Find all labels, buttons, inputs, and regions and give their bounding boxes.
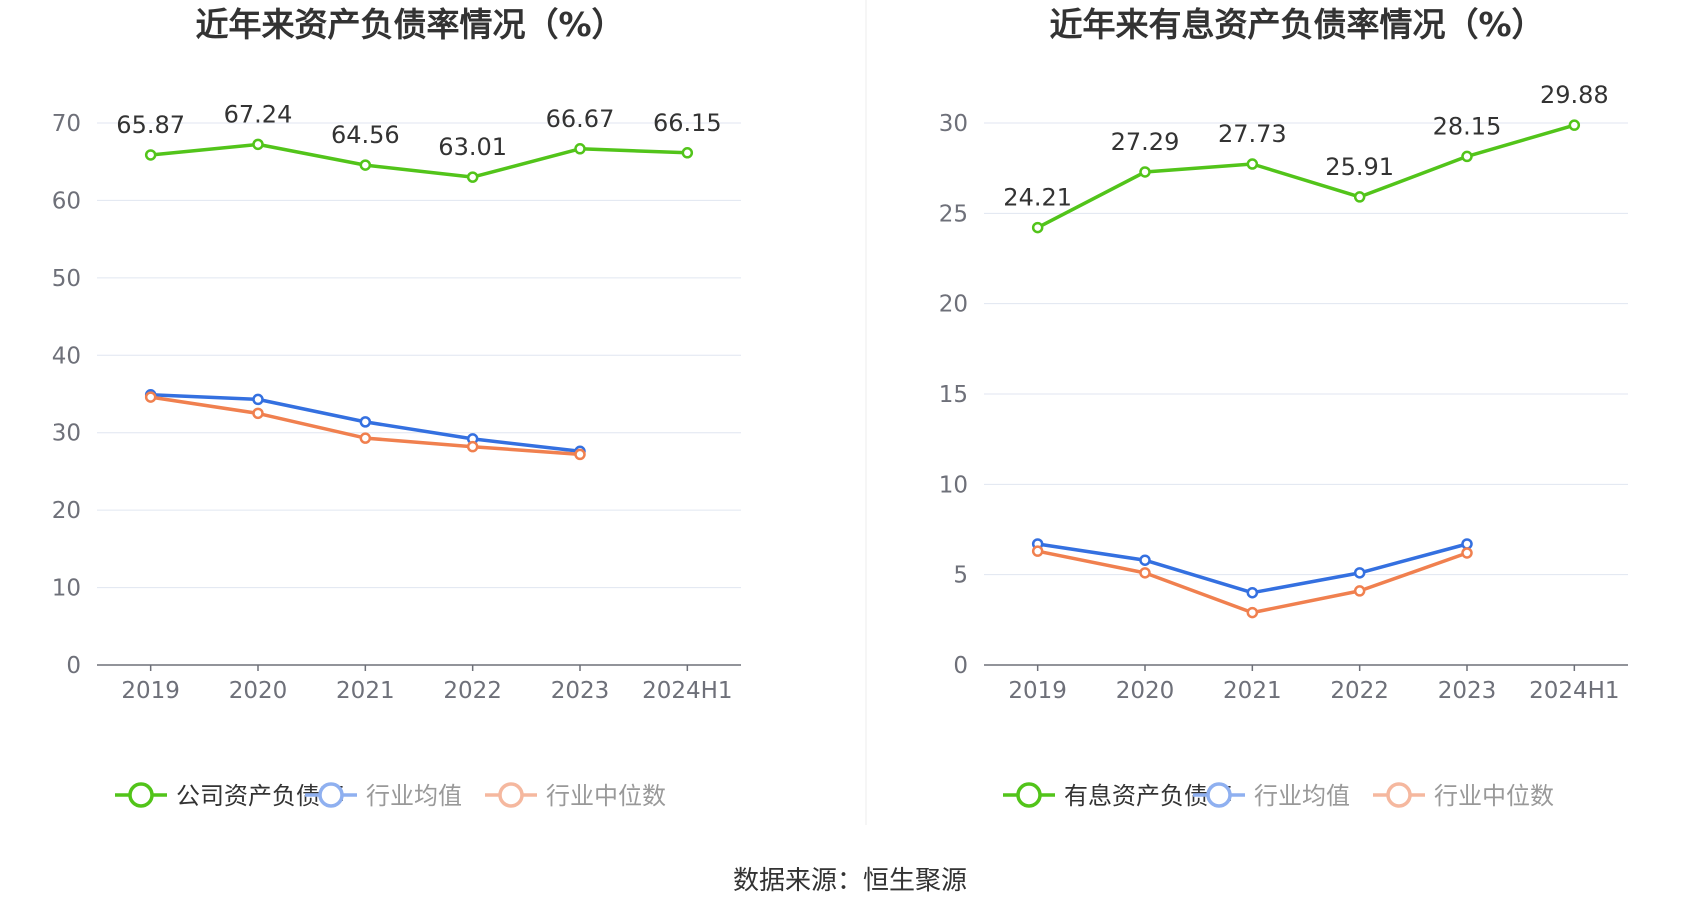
chart2-legend-industry-median-marker-icon — [1386, 782, 1412, 808]
chart2-series-industry-mean-line — [1035, 542, 1469, 595]
chart1-y-tick-label: 50 — [52, 266, 81, 292]
chart2-series-industry-median-point — [1461, 547, 1473, 559]
chart1-series-company-data-label: 64.56 — [331, 121, 400, 149]
chart1-x-tick-label: 2024H1 — [642, 678, 732, 704]
chart2-series-company-data-label: 29.88 — [1540, 81, 1609, 109]
chart2-series-industry-mean-point — [1246, 586, 1259, 599]
chart2-series-industry-median-point — [1353, 585, 1366, 597]
chart2-series-company-point — [1139, 166, 1151, 178]
chart1-series-company-point — [359, 159, 372, 171]
chart1-y-tick-label: 0 — [66, 653, 81, 679]
chart1-legend-industry-mean-label: 行业均值 — [366, 782, 462, 810]
chart1-series-industry-mean-point — [359, 416, 372, 428]
chart2-series-company-data-label: 25.91 — [1325, 153, 1394, 181]
chart1-x-tick-label: 2023 — [551, 678, 610, 704]
chart2-x-tick-label: 2019 — [1008, 678, 1067, 704]
chart1-series-company-data-label: 66.15 — [653, 109, 722, 137]
chart2-y-tick-label: 10 — [939, 472, 968, 498]
chart2-legend-industry-median-label: 行业中位数 — [1434, 782, 1554, 810]
chart2-series-industry-mean-point — [1353, 567, 1366, 579]
chart2-series-company-point — [1353, 191, 1366, 203]
chart1-series-company-data-label: 63.01 — [438, 133, 507, 161]
chart2-y-tick-label: 30 — [939, 111, 968, 137]
chart1-series-industry-mean-point — [252, 393, 264, 406]
chart1-y-tick-label: 40 — [52, 343, 81, 369]
chart1-legend-company-marker-icon — [128, 782, 154, 808]
chart2-series-industry-median-point — [1246, 606, 1259, 619]
chart1-series-company-data-label: 66.67 — [546, 105, 615, 133]
chart1-title: 近年来资产负债率情况（%） — [195, 5, 624, 44]
chart1-y-tick-label: 20 — [52, 498, 81, 524]
chart2-y-tick-label: 5 — [953, 563, 968, 589]
chart1-legend-industry-median-marker-icon — [498, 782, 524, 808]
chart2-x-tick-label: 2023 — [1438, 678, 1497, 704]
chart2-series-company-data-label: 28.15 — [1433, 112, 1502, 140]
chart1-y-tick-label: 60 — [52, 188, 81, 214]
chart1-series-company-line — [148, 142, 690, 179]
chart2-series-company-point — [1568, 119, 1581, 131]
chart2-series-company-data-label: 27.73 — [1218, 120, 1287, 148]
chart1-series-company-point — [466, 171, 479, 183]
chart2-series-company-point — [1461, 150, 1473, 163]
chart1-x-tick-label: 2020 — [229, 678, 288, 704]
chart2-series-industry-mean-point — [1461, 538, 1473, 550]
chart1-series-company-point — [574, 143, 586, 155]
chart1-series-industry-median-point — [466, 440, 479, 453]
chart2-title: 近年来有息资产负债率情况（%） — [1049, 5, 1544, 44]
chart1-legend-industry-median-label: 行业中位数 — [546, 782, 666, 810]
chart2-series-company-data-label: 24.21 — [1003, 184, 1072, 212]
chart1-series-company-point — [681, 147, 694, 159]
chart1-y-tick-label: 70 — [52, 111, 81, 137]
chart2-series-company-point — [1031, 221, 1044, 234]
chart2-series-company-point — [1246, 158, 1259, 170]
chart1-series-industry-median-point — [144, 391, 157, 403]
chart1-y-tick-label: 10 — [52, 576, 81, 602]
chart2-legend-industry-mean-marker-icon — [1206, 782, 1232, 808]
data-source-note: 数据来源：恒生聚源 — [732, 866, 967, 896]
chart2-series-industry-median-point — [1031, 545, 1044, 557]
chart1-y-tick-label: 30 — [52, 421, 81, 447]
chart2-x-tick-label: 2024H1 — [1529, 678, 1619, 704]
chart1-series-industry-median-point — [252, 407, 264, 420]
chart2-legend-company-marker-icon — [1016, 782, 1042, 808]
chart2-y-tick-label: 15 — [939, 382, 968, 408]
chart1-series-company-data-label: 67.24 — [224, 100, 293, 128]
chart1-x-tick-label: 2019 — [121, 678, 180, 704]
chart2-series-company-data-label: 27.29 — [1111, 128, 1180, 156]
chart1-x-tick-label: 2022 — [443, 678, 502, 704]
chart1-x-tick-label: 2021 — [336, 678, 395, 704]
chart1-legend-industry-mean-marker-icon — [318, 782, 344, 808]
chart2-y-tick-label: 20 — [939, 292, 968, 318]
chart1-series-company-point — [144, 149, 157, 161]
chart2-y-tick-label: 25 — [939, 201, 968, 227]
chart2-y-tick-label: 0 — [953, 653, 968, 679]
chart2-legend-industry-mean-label: 行业均值 — [1254, 782, 1350, 810]
chart2-series-company-line — [1035, 123, 1577, 230]
chart1-series-company-point — [252, 138, 264, 151]
chart1-series-industry-median-point — [359, 432, 372, 444]
chart2-x-tick-label: 2021 — [1223, 678, 1282, 704]
chart1-series-industry-median-point — [574, 448, 586, 461]
chart2-series-industry-median-point — [1139, 567, 1151, 579]
chart2-x-tick-label: 2022 — [1330, 678, 1389, 704]
chart2-series-industry-mean-point — [1139, 554, 1151, 566]
chart1-series-company-data-label: 65.87 — [116, 111, 185, 139]
chart2-x-tick-label: 2020 — [1116, 678, 1175, 704]
